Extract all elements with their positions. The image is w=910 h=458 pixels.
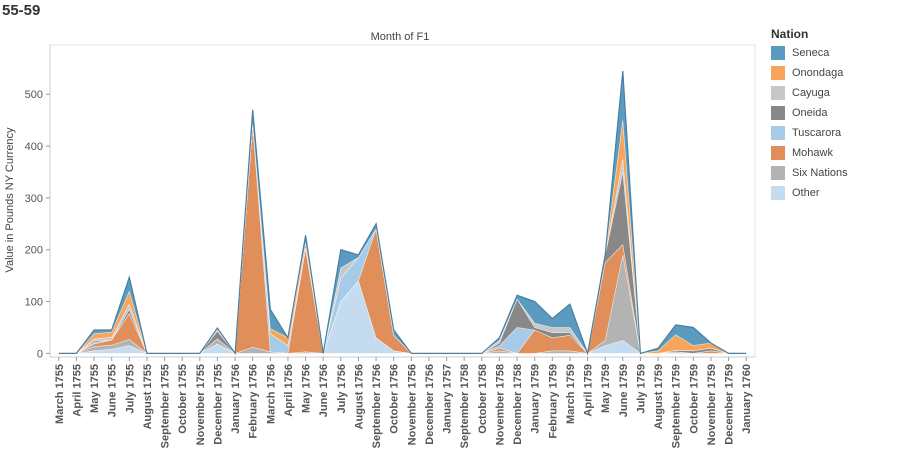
x-tick-label: November 1756 [406, 364, 418, 445]
legend-swatch [771, 186, 785, 200]
x-tick-label: August 1759 [653, 364, 665, 429]
legend-label: Other [792, 187, 820, 199]
y-tick-label: 100 [25, 297, 43, 309]
y-tick-label: 500 [25, 89, 43, 101]
x-tick-label: October 1759 [688, 364, 700, 434]
legend-item-seneca[interactable]: Seneca [771, 43, 848, 63]
x-tick-label: January 1759 [530, 364, 542, 434]
x-tick-label: May 1756 [301, 364, 313, 413]
series-area-seneca[interactable] [58, 70, 747, 355]
series-area-cayuga[interactable] [58, 124, 747, 355]
y-tick-label: 300 [25, 193, 43, 205]
legend: Seneca Onondaga Cayuga Oneida Tuscarora Mohaw… [771, 43, 848, 203]
x-tick-label: February 1759 [547, 364, 559, 439]
series-areas [58, 70, 747, 356]
page-title: 55-59 [2, 2, 41, 19]
legend-label: Onondaga [792, 67, 844, 79]
x-tick-label: April 1759 [583, 364, 595, 417]
x-tick-label: July 1759 [635, 364, 647, 414]
y-axis: 0 100 200 300 400 500 [25, 45, 51, 360]
plot-frame [49, 44, 756, 358]
chart-title: Month of F1 [371, 31, 430, 43]
legend-swatch [771, 46, 785, 60]
legend-item-oneida[interactable]: Oneida [771, 103, 848, 123]
series-area-mohawk[interactable] [58, 124, 747, 355]
legend-label: Tuscarora [792, 127, 842, 139]
x-tick-label: December 1755 [212, 364, 224, 445]
x-tick-label: May 1755 [89, 364, 101, 413]
x-tick-label: July 1756 [336, 364, 348, 414]
legend-title: Nation [771, 27, 809, 41]
legend-swatch [771, 166, 785, 180]
x-tick-label: August 1756 [353, 364, 365, 429]
x-tick-label: June 1759 [618, 364, 630, 417]
x-tick-label: October 1756 [389, 364, 401, 434]
y-tick-label: 400 [25, 141, 43, 153]
x-tick-label: January 1760 [741, 364, 753, 434]
series-area-oneida[interactable] [58, 124, 747, 355]
total-outline [58, 70, 747, 356]
legend-swatch [771, 106, 785, 120]
series-area-tuscarora[interactable] [58, 124, 747, 355]
legend-swatch [771, 146, 785, 160]
x-tick-label: March 1755 [54, 364, 66, 424]
x-tick-label: February 1756 [248, 364, 260, 439]
legend-label: Oneida [792, 107, 828, 119]
x-tick-label: November 1755 [195, 364, 207, 445]
x-tick-label: June 1755 [107, 364, 119, 417]
gridlines [49, 44, 756, 358]
y-axis-label: Value in Pounds NY Currency [4, 127, 16, 273]
x-tick-label: September 1758 [459, 364, 471, 448]
y-tick-label: 200 [25, 245, 43, 257]
x-tick-label: May 1759 [600, 364, 612, 413]
x-tick-label: December 1756 [424, 364, 436, 445]
legend-item-mohawk[interactable]: Mohawk [771, 143, 848, 163]
x-tick-label: December 1758 [512, 364, 524, 445]
x-tick-label: November 1758 [494, 364, 506, 445]
x-tick-label: March 1759 [565, 364, 577, 424]
x-tick-label: September 1756 [371, 364, 383, 448]
x-tick-label: September 1755 [160, 364, 172, 448]
x-tick-label: July 1755 [124, 364, 136, 414]
series-area-six-nations[interactable] [58, 254, 747, 354]
x-tick-label: August 1755 [142, 364, 154, 429]
legend-item-tuscarora[interactable]: Tuscarora [771, 123, 848, 143]
legend-label: Cayuga [792, 87, 830, 99]
legend-label: Six Nations [792, 167, 848, 179]
x-tick-label: October 1755 [177, 364, 189, 434]
y-tick-label: 0 [37, 348, 43, 360]
legend-swatch [771, 86, 785, 100]
x-tick-label: January 1756 [230, 364, 242, 434]
legend-item-other[interactable]: Other [771, 183, 848, 203]
x-tick-label: December 1759 [724, 364, 736, 445]
x-tick-label: April 1756 [283, 364, 295, 417]
series-area-onondaga[interactable] [58, 120, 747, 355]
legend-swatch [771, 126, 785, 140]
x-axis: March 1755 April 1755 May 1755 June 1755 Jul… [50, 356, 755, 448]
legend-label: Seneca [792, 47, 830, 59]
legend-label: Mohawk [792, 147, 833, 159]
legend-item-cayuga[interactable]: Cayuga [771, 83, 848, 103]
legend-item-onondaga[interactable]: Onondaga [771, 63, 848, 83]
x-tick-label: November 1759 [706, 364, 718, 445]
x-tick-label: April 1755 [71, 364, 83, 417]
x-tick-label: September 1759 [671, 364, 683, 448]
x-tick-label: March 1756 [265, 364, 277, 424]
x-tick-label: October 1758 [477, 364, 489, 434]
x-tick-label: January 1757 [442, 364, 454, 434]
legend-item-six-nations[interactable]: Six Nations [771, 163, 848, 183]
legend-swatch [771, 66, 785, 80]
x-tick-label: June 1756 [318, 364, 330, 417]
